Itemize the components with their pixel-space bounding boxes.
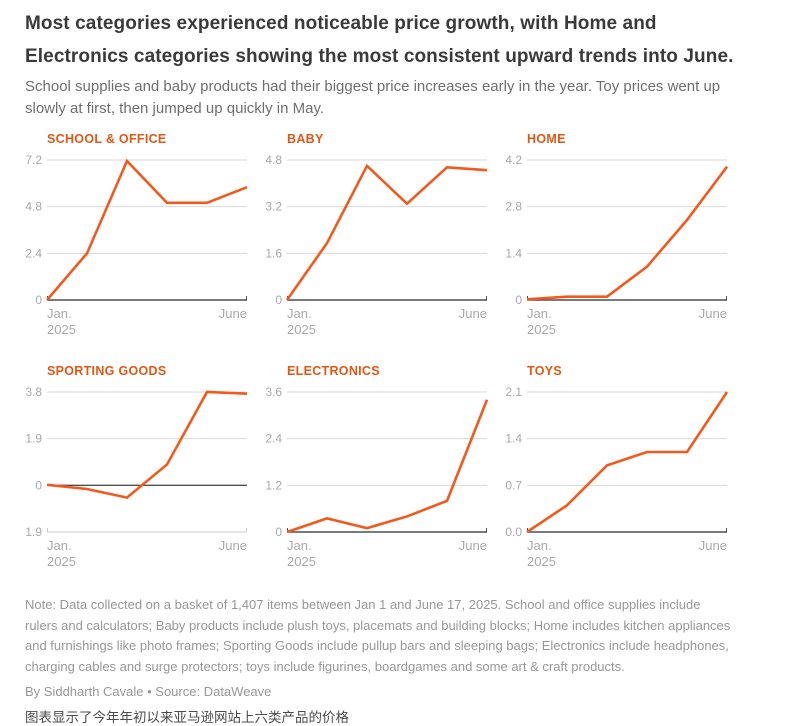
svg-text:June: June — [219, 538, 247, 553]
page-subtitle: School supplies and baby products had th… — [25, 78, 721, 117]
svg-text:Jan.: Jan. — [47, 306, 72, 321]
chart-baby: BABY 4.8 3.2 1.6 0 Jan. 2025 June — [265, 132, 489, 348]
svg-text:2.4: 2.4 — [25, 246, 42, 260]
svg-text:0: 0 — [35, 293, 42, 307]
line-chart-baby: 4.8 3.2 1.6 0 Jan.2025 June — [265, 153, 488, 337]
svg-text:2025: 2025 — [527, 322, 556, 337]
chart-title: ELECTRONICS — [287, 364, 380, 378]
svg-text:2025: 2025 — [287, 554, 316, 569]
svg-text:Jan.: Jan. — [47, 538, 72, 553]
svg-text:3.2: 3.2 — [265, 200, 282, 214]
chart-title: BABY — [287, 132, 324, 146]
svg-text:1.2: 1.2 — [265, 478, 282, 492]
svg-text:Jan.: Jan. — [287, 306, 312, 321]
svg-text:4.8: 4.8 — [265, 153, 282, 167]
line-chart-toys: 2.1 1.4 0.7 0.0 Jan.2025 June — [505, 385, 729, 569]
chart-title: SCHOOL & OFFICE — [47, 132, 167, 146]
svg-text:1.4: 1.4 — [505, 246, 522, 260]
svg-text:-1.9: -1.9 — [25, 525, 42, 539]
svg-text:Jan.: Jan. — [287, 538, 312, 553]
svg-text:2.8: 2.8 — [505, 200, 522, 214]
svg-text:7.2: 7.2 — [25, 153, 42, 167]
chart-sporting-goods: SPORTING GOODS 3.8 1.9 0 -1.9 Jan.2025 June — [25, 364, 249, 580]
line-chart-school-office: 7.2 4.8 2.4 0 Jan.2025 June — [25, 153, 248, 337]
svg-text:June: June — [459, 306, 487, 321]
footnote: Note: Data collected on a basket of 1,40… — [25, 597, 731, 674]
svg-text:3.8: 3.8 — [25, 385, 42, 399]
chart-school-office: SCHOOL & OFFICE 7.2 4.8 2.4 0 Jan. 2025 June — [25, 132, 249, 348]
chart-title: SPORTING GOODS — [47, 364, 167, 378]
svg-text:0.7: 0.7 — [505, 478, 522, 492]
chart-toys: TOYS 2.1 1.4 0.7 0.0 Jan. 2025 June — [505, 364, 729, 580]
svg-text:2.1: 2.1 — [505, 385, 522, 399]
svg-text:2025: 2025 — [527, 554, 556, 569]
svg-text:1.4: 1.4 — [505, 432, 522, 446]
svg-text:1.6: 1.6 — [265, 246, 282, 260]
line-chart-electronics: 3.6 2.4 1.2 0 Jan.2025 June — [265, 385, 489, 569]
svg-text:0: 0 — [515, 293, 522, 307]
svg-text:4.8: 4.8 — [25, 200, 42, 214]
svg-text:June: June — [699, 306, 727, 321]
byline: By Siddharth Cavale • Source: DataWeave — [25, 684, 272, 699]
page-title: Most categories experienced noticeable p… — [25, 13, 734, 67]
svg-text:June: June — [699, 538, 727, 553]
line-chart-sporting-goods: 3.8 1.9 0 -1.9 Jan.2025 June — [25, 385, 248, 569]
chart-title: HOME — [527, 132, 566, 146]
svg-text:1.9: 1.9 — [25, 432, 42, 446]
chart-electronics: ELECTRONICS 3.6 2.4 1.2 0 Jan. 2025 June — [265, 364, 489, 580]
svg-text:0.0: 0.0 — [505, 525, 522, 539]
svg-text:Jan.: Jan. — [527, 538, 552, 553]
line-chart-home: 4.2 2.8 1.4 0 Jan.2025 June — [505, 153, 729, 337]
chart-home: HOME 4.2 2.8 1.4 0 Jan. 2025 June — [505, 132, 729, 348]
svg-text:June: June — [219, 306, 247, 321]
small-multiples-grid: SCHOOL & OFFICE 7.2 4.8 2.4 0 Jan. 2025 June B… — [25, 132, 729, 580]
svg-text:June: June — [459, 538, 487, 553]
svg-text:0: 0 — [275, 293, 282, 307]
svg-text:2025: 2025 — [47, 322, 76, 337]
svg-text:0: 0 — [35, 478, 42, 492]
svg-text:Jan.: Jan. — [527, 306, 552, 321]
svg-text:3.6: 3.6 — [265, 385, 282, 399]
svg-text:0: 0 — [275, 525, 282, 539]
caption-chinese: 图表显示了今年年初以来亚马逊网站上六类产品的价格 — [25, 710, 349, 725]
svg-text:2.4: 2.4 — [265, 432, 282, 446]
svg-text:4.2: 4.2 — [505, 153, 522, 167]
svg-text:2025: 2025 — [287, 322, 316, 337]
svg-text:2025: 2025 — [47, 554, 76, 569]
chart-title: TOYS — [527, 364, 563, 378]
